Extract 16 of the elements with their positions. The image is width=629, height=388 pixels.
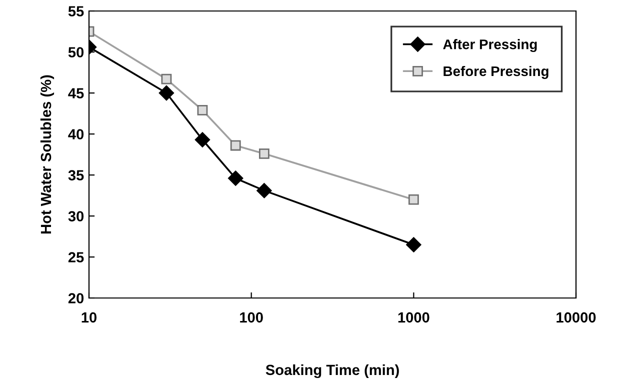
y-tick-label: 40 [68,129,84,140]
legend-label: Before Pressing [444,66,548,79]
y-axis-title: Hot Water Solubles (%) [40,75,54,234]
x-axis-title: Soaking Time (min) [266,364,399,378]
y-tick-label: 25 [68,252,84,262]
x-tick-label: 100 [240,312,263,323]
x-tick-label: 1000 [398,312,430,323]
y-tick-label: 35 [68,170,84,180]
y-tick-label: 30 [68,211,84,222]
y-tick-label: 45 [68,88,84,98]
y-tick-label: 50 [68,47,84,58]
legend-label: After Pressing [443,39,537,52]
y-tick-label: 55 [68,6,84,16]
x-tick-label: 10 [82,312,97,323]
y-tick-label: 20 [68,293,84,304]
x-tick-label: 10000 [556,312,596,323]
